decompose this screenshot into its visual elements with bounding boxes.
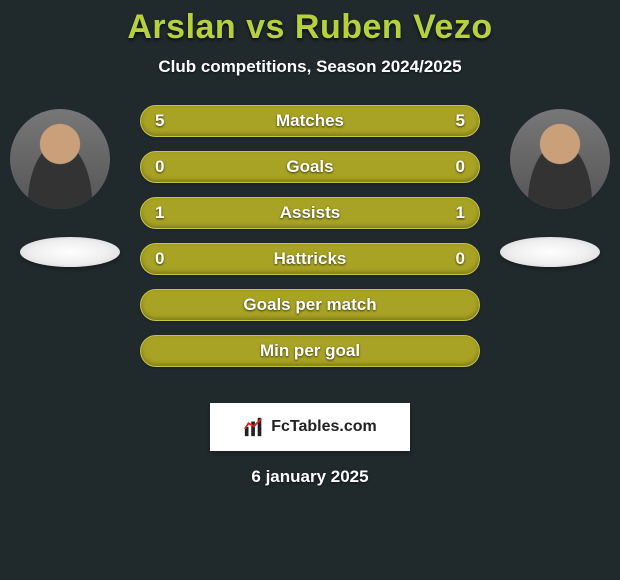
stat-value-right: 0 (456, 157, 465, 177)
stat-bar: Hattricks 0 0 (140, 243, 480, 275)
stat-value-right: 1 (456, 203, 465, 223)
page-title: Arslan vs Ruben Vezo (0, 8, 620, 47)
stat-label: Goals (286, 157, 333, 177)
stat-label: Matches (276, 111, 344, 131)
stat-bar: Matches 5 5 (140, 105, 480, 137)
stat-value-left: 5 (155, 111, 164, 131)
bar-chart-icon (243, 416, 265, 438)
source-logo-text: FcTables.com (271, 418, 377, 436)
subtitle: Club competitions, Season 2024/2025 (0, 57, 620, 77)
player-right-avatar (510, 109, 610, 209)
stat-value-right: 0 (456, 249, 465, 269)
avatar-placeholder-icon (10, 109, 110, 209)
stat-label: Min per goal (260, 341, 360, 361)
stat-bar: Assists 1 1 (140, 197, 480, 229)
stat-label: Assists (280, 203, 340, 223)
player-left-club-badge (20, 237, 120, 267)
stat-label: Goals per match (243, 295, 376, 315)
stat-bar: Goals per match (140, 289, 480, 321)
source-logo: FcTables.com (210, 403, 410, 451)
stat-label: Hattricks (274, 249, 347, 269)
date-text: 6 january 2025 (0, 467, 620, 487)
stat-value-right: 5 (456, 111, 465, 131)
avatar-placeholder-icon (510, 109, 610, 209)
stat-bar: Min per goal (140, 335, 480, 367)
stats-arena: Matches55Goals00Assists11Hattricks00Goal… (0, 105, 620, 395)
player-right-club-badge (500, 237, 600, 267)
stat-value-left: 0 (155, 249, 164, 269)
stat-value-left: 1 (155, 203, 164, 223)
stat-bars: Matches55Goals00Assists11Hattricks00Goal… (140, 105, 480, 381)
player-left-avatar (10, 109, 110, 209)
stat-value-left: 0 (155, 157, 164, 177)
comparison-card: Arslan vs Ruben Vezo Club competitions, … (0, 0, 620, 580)
stat-bar: Goals 0 0 (140, 151, 480, 183)
